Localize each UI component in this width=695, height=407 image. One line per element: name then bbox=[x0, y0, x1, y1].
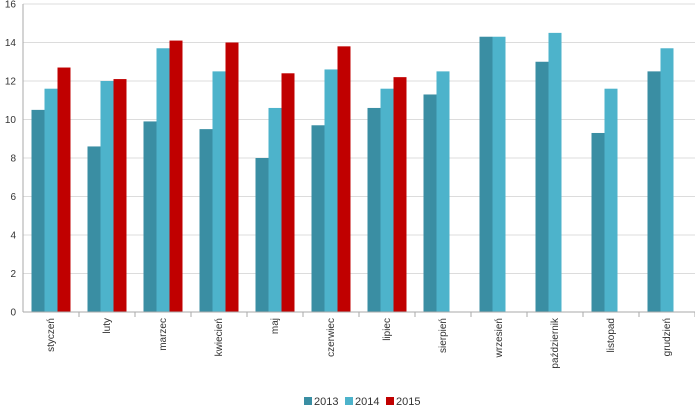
legend-label-2014: 2014 bbox=[355, 396, 379, 407]
bar-2013-październik bbox=[535, 61, 549, 312]
bar-2014-styczeń bbox=[44, 88, 58, 312]
bar-2014-październik bbox=[548, 32, 562, 312]
y-tick-label: 8 bbox=[10, 154, 16, 165]
bar-2013-wrzesień bbox=[479, 36, 493, 312]
bar-2013-czerwiec bbox=[311, 125, 325, 313]
y-tick-label: 2 bbox=[10, 269, 16, 280]
x-tick-label: styczeń bbox=[46, 318, 57, 352]
legend-label-2013: 2013 bbox=[314, 396, 338, 407]
bars bbox=[31, 32, 674, 313]
y-tick-label: 16 bbox=[5, 0, 17, 11]
bar-2013-lipiec bbox=[367, 107, 381, 312]
y-tick-label: 10 bbox=[5, 115, 17, 126]
bar-2013-marzec bbox=[143, 121, 157, 312]
x-tick-label: kwiecień bbox=[214, 318, 225, 356]
bar-2013-sierpień bbox=[423, 94, 437, 312]
bar-2015-styczeń bbox=[57, 67, 71, 313]
bar-2015-marzec bbox=[169, 40, 183, 312]
x-tick-label: październik bbox=[550, 317, 561, 369]
y-axis: 0 2 4 6 8 10 12 14 16 bbox=[5, 0, 24, 319]
bar-2015-kwiecień bbox=[225, 42, 239, 312]
x-tick-label: sierpień bbox=[438, 318, 449, 353]
x-tick-label: marzec bbox=[158, 318, 169, 351]
x-tick-label: wrzesień bbox=[494, 318, 505, 358]
bar-2014-listopad bbox=[604, 88, 618, 312]
y-tick-label: 4 bbox=[10, 231, 16, 242]
bar-2015-luty bbox=[113, 79, 127, 312]
bar-2013-maj bbox=[255, 158, 269, 312]
bar-2014-luty bbox=[100, 81, 114, 312]
bar-2013-listopad bbox=[591, 132, 605, 312]
legend-swatch-2014 bbox=[345, 397, 353, 405]
x-tick-label: lipiec bbox=[382, 318, 393, 341]
x-axis: styczeń luty marzec kwiecień maj czerwiec lipi… bbox=[23, 311, 695, 369]
x-tick-label: luty bbox=[102, 318, 113, 334]
legend-swatch-2013 bbox=[304, 397, 312, 405]
bar-2015-czerwiec bbox=[337, 46, 351, 312]
bar-2014-czerwiec bbox=[324, 69, 338, 312]
gridlines bbox=[23, 3, 695, 313]
legend-swatch-2015 bbox=[386, 397, 394, 405]
bar-2014-lipiec bbox=[380, 88, 394, 312]
bar-2014-sierpień bbox=[436, 71, 450, 312]
x-tick-label: listopad bbox=[606, 318, 617, 352]
bar-2015-lipiec bbox=[393, 77, 407, 313]
bar-2013-grudzień bbox=[647, 71, 661, 312]
y-tick-label: 6 bbox=[10, 192, 16, 203]
bar-2014-marzec bbox=[156, 48, 170, 313]
bar-2014-maj bbox=[268, 107, 282, 312]
x-tick-label: czerwiec bbox=[326, 318, 337, 357]
y-tick-label: 0 bbox=[10, 308, 16, 319]
legend-label-2015: 2015 bbox=[396, 396, 420, 407]
legend: 2013 2014 2015 bbox=[304, 396, 420, 407]
bar-2013-luty bbox=[87, 146, 101, 312]
x-tick-label: grudzień bbox=[662, 318, 673, 356]
bar-2015-maj bbox=[281, 73, 295, 312]
bar-2013-styczeń bbox=[31, 109, 45, 312]
bar-2014-wrzesień bbox=[492, 36, 506, 312]
bar-2014-grudzień bbox=[660, 48, 674, 313]
bar-2013-kwiecień bbox=[199, 129, 213, 312]
y-tick-label: 12 bbox=[5, 77, 17, 88]
x-tick-label: maj bbox=[270, 318, 281, 334]
y-tick-label: 14 bbox=[5, 38, 17, 49]
bar-2014-kwiecień bbox=[212, 71, 226, 312]
